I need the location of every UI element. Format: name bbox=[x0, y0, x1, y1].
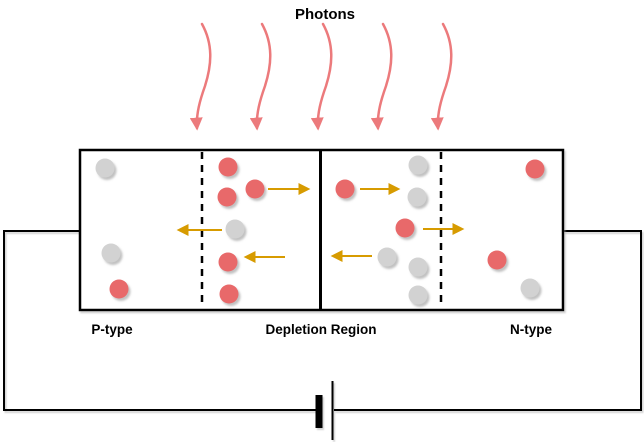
electron-circle bbox=[408, 257, 428, 277]
photons-label: Photons bbox=[295, 6, 355, 23]
electron-circle bbox=[408, 285, 428, 305]
circuit-wire-right bbox=[334, 230, 642, 411]
hole-circle bbox=[245, 179, 265, 199]
hole-circle bbox=[217, 187, 237, 207]
electron-circle bbox=[520, 278, 540, 298]
hole-circle bbox=[395, 218, 415, 238]
electron-circle bbox=[407, 187, 427, 207]
hole-circle bbox=[218, 252, 238, 272]
p-type-label: P-type bbox=[91, 322, 133, 337]
external-circuit bbox=[3, 230, 642, 440]
hole-circle bbox=[218, 157, 238, 177]
semiconductor-box-group bbox=[78, 148, 565, 312]
carriers-group bbox=[95, 155, 545, 305]
electron-circle bbox=[95, 158, 115, 178]
circuit-wire-left bbox=[3, 230, 316, 411]
hole-circle bbox=[219, 284, 239, 304]
hole-circle bbox=[525, 159, 545, 179]
photon-arrow bbox=[189, 22, 212, 131]
photon-arrow bbox=[249, 22, 272, 131]
flow-arrows-group bbox=[176, 183, 465, 263]
depletion-region-label: Depletion Region bbox=[266, 322, 377, 337]
hole-circle bbox=[335, 179, 355, 199]
photon-arrow bbox=[310, 22, 333, 131]
electron-circle bbox=[408, 155, 428, 175]
photon-arrow bbox=[430, 22, 453, 131]
n-type-label: N-type bbox=[510, 322, 552, 337]
hole-circle bbox=[487, 250, 507, 270]
electron-circle bbox=[225, 219, 245, 239]
photon-arrow bbox=[370, 22, 393, 131]
electron-circle bbox=[377, 247, 397, 267]
battery-short-plate bbox=[315, 395, 323, 428]
electron-circle bbox=[101, 243, 121, 263]
hole-circle bbox=[109, 279, 129, 299]
photon-arrows-group bbox=[189, 22, 453, 131]
